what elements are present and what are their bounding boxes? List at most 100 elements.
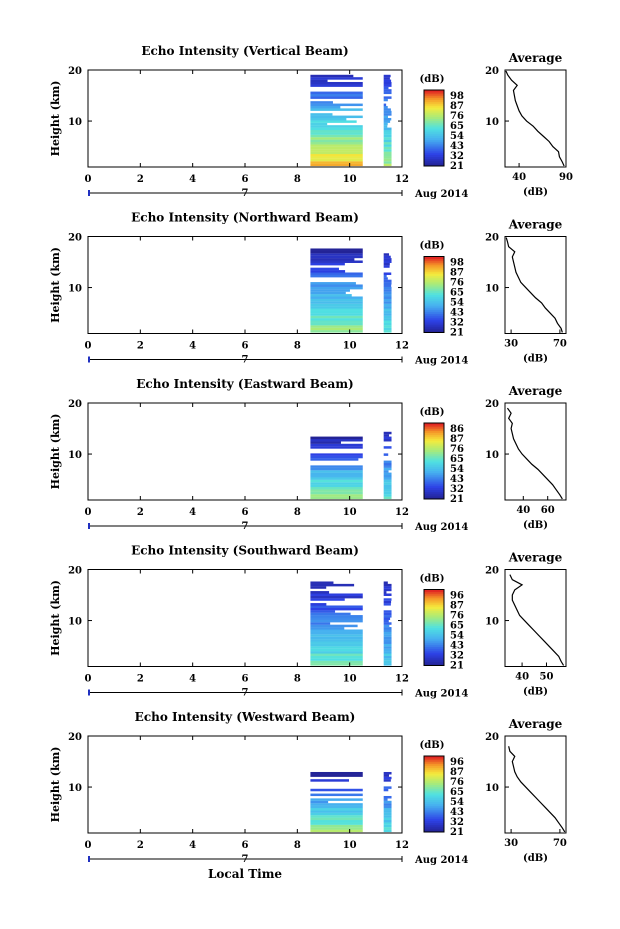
x-tick-label: 6 [242,507,249,518]
heatmap-cell [310,117,347,121]
colorbar-segment [424,124,444,127]
heatmap-cell [383,265,390,268]
heatmap-block [383,581,392,666]
colorbar-segment [424,642,444,646]
colorbar-segment [424,277,444,280]
heatmap-cell [310,301,363,304]
x-tick-label: 8 [294,674,301,685]
heatmap-cell [383,619,389,623]
heatmap-cell [383,149,392,152]
colorbar-segment [424,440,444,443]
colorbar-segment [424,472,444,475]
colorbar-segment [424,101,444,104]
colorbar-segment [424,447,444,451]
colorbar-segment [424,116,444,119]
colorbar-tick-label: 98 [450,91,464,102]
colorbar-segment [424,110,444,114]
colorbar-segment [424,614,444,617]
y-tick-label: 10 [68,783,82,794]
heatmap-cell [310,827,363,830]
colorbar-segment [424,468,444,471]
colorbar-title: (dB) [420,241,445,252]
colorbar-segment [424,135,444,138]
colorbar-segment [424,91,444,95]
heatmap-cell [310,77,363,80]
heatmap-cell [310,482,363,485]
colorbar-segment [424,462,444,466]
heatmap-cell [383,260,392,263]
colorbar-segment [424,776,444,780]
heatmap-cell [383,624,390,628]
colorbar-tick-label: 65 [450,787,464,798]
colorbar-segment [424,794,444,797]
colorbar-tick-label: 43 [450,807,464,818]
heatmap-cell [383,274,387,278]
colorbar-tick-label: 54 [450,298,464,309]
colorbar-segment [424,443,444,447]
colorbar-segment [424,430,444,433]
heatmap-cell [383,824,392,828]
colorbar-segment [424,330,444,333]
colorbar-tick-label: 87 [450,767,464,778]
heatmap-cell [383,294,392,297]
colorbar-segment [424,799,444,803]
heatmap-cell [383,641,392,644]
colorbar-tick-label: 76 [450,111,464,122]
x-tick-label: 2 [137,174,144,185]
heatmap-cell [310,595,363,599]
panel-title: Echo Intensity (Westward Beam) [135,710,356,724]
heatmap-cell [383,279,392,283]
colorbar-segment [424,769,444,772]
colorbar-segment [424,784,444,787]
colorbar [424,90,444,167]
colorbar-segment [424,644,444,647]
heatmap-cell [310,115,363,119]
avg-y-tick-label: 10 [485,284,499,295]
date-label: Aug 2014 [414,356,468,367]
colorbar-segment [424,826,444,829]
heatmap-cell [383,583,392,587]
x-tick-label: 0 [85,507,92,518]
day-label: 7 [242,854,249,865]
average-profile-line [505,70,565,167]
heatmap-cell [383,310,392,314]
heatmap-cell [310,800,329,804]
heatmap-cell [310,132,363,135]
heatmap-cell [383,591,387,594]
average-xlabel: (dB) [523,187,548,198]
colorbar-segment [424,656,444,659]
colorbar-segment [424,137,444,140]
heatmap-cell [310,438,363,442]
colorbar-segment [424,326,444,330]
average-frame [504,402,567,501]
heatmap-cell [383,125,388,128]
colorbar-segment [424,591,444,594]
heatmap-block [383,253,392,333]
heatmap-cell [383,298,392,302]
colorbar-segment [424,423,444,426]
day-label: 7 [242,688,249,699]
heatmap-cell [383,258,392,261]
heatmap-cell [383,636,392,640]
colorbar-segment [424,319,444,322]
y-tick-label: 20 [68,566,82,577]
heatmap-cell [383,303,392,307]
x-tick-label: 12 [395,840,409,851]
heatmap-cell [383,296,392,299]
heatmap-cell [310,648,363,652]
colorbar-segment [424,294,444,297]
heatmap-cell [310,161,363,164]
heatmap-cell [310,79,328,83]
colorbar-segment [424,618,444,621]
colorbar-frame [423,589,445,666]
heatmap-cell [310,441,341,444]
heatmap-cell [383,474,392,478]
colorbar-segment [424,114,444,118]
average-profile-line [505,237,563,333]
heatmap-cell [310,270,346,273]
colorbar-segment [424,659,444,663]
avg-x-tick-label: 40 [516,505,530,516]
heatmap-cell [310,282,356,285]
colorbar-segment [424,426,444,430]
colorbar-segment [424,597,444,600]
